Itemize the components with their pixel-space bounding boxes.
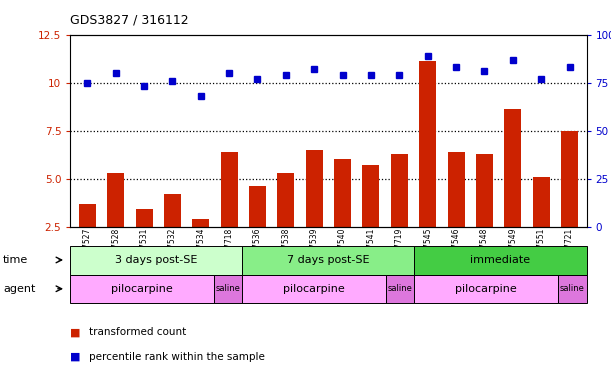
Bar [79,204,96,275]
Text: pilocarpine: pilocarpine [111,284,173,294]
FancyBboxPatch shape [70,246,243,275]
FancyBboxPatch shape [558,275,587,303]
Bar [221,152,238,275]
FancyBboxPatch shape [414,246,587,275]
Text: pilocarpine: pilocarpine [455,284,517,294]
Text: transformed count: transformed count [89,327,186,337]
FancyBboxPatch shape [243,275,386,303]
FancyBboxPatch shape [70,275,214,303]
FancyBboxPatch shape [243,246,414,275]
Text: percentile rank within the sample: percentile rank within the sample [89,352,265,362]
Bar [164,194,181,275]
Bar [447,152,464,275]
Bar [561,131,578,275]
Text: immediate: immediate [470,255,530,265]
Text: agent: agent [3,284,35,294]
Bar [504,109,521,275]
Bar [136,209,153,275]
Bar [419,61,436,275]
Text: pilocarpine: pilocarpine [283,284,345,294]
Text: ■: ■ [70,327,81,337]
Text: 3 days post-SE: 3 days post-SE [115,255,197,265]
Bar [362,165,379,275]
Bar [533,177,550,275]
Text: time: time [3,255,28,265]
Text: ■: ■ [70,352,81,362]
Text: GDS3827 / 316112: GDS3827 / 316112 [70,13,189,26]
Bar [334,159,351,275]
Bar [277,173,295,275]
FancyBboxPatch shape [214,275,243,303]
FancyBboxPatch shape [386,275,414,303]
Text: saline: saline [560,285,585,293]
Bar [391,154,408,275]
Text: 7 days post-SE: 7 days post-SE [287,255,370,265]
Text: saline: saline [216,285,241,293]
Bar [107,173,124,275]
Bar [192,219,209,275]
Bar [306,150,323,275]
Text: saline: saline [388,285,412,293]
Bar [249,186,266,275]
Bar [476,154,493,275]
FancyBboxPatch shape [414,275,558,303]
